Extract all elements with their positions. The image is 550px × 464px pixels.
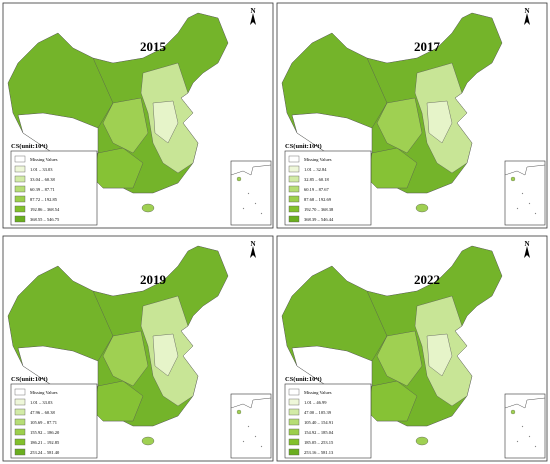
- legend-label: 1.01 – 46.99: [304, 400, 327, 405]
- legend-label: 1.01 – 32.84: [304, 167, 327, 172]
- legend-swatch: [14, 215, 26, 223]
- legend-swatch: [288, 438, 300, 446]
- map-panel: N 2019 CS(unit:10⁴t) Missing Values 1.01 – 3…: [2, 235, 274, 462]
- legend-label: Missing Values: [30, 157, 58, 162]
- legend-box: [284, 150, 372, 226]
- legend-swatch: [14, 438, 26, 446]
- legend-label: 1.01 – 33.03: [30, 400, 53, 405]
- legend-box: [10, 150, 98, 226]
- legend-swatch: [288, 215, 300, 223]
- legend-label: 33.04 – 60.38: [30, 177, 56, 182]
- map-panel: N 2022 CS(unit:10⁴t) Missing Values 1.01 – 4…: [276, 235, 548, 462]
- legend-label: Missing Values: [304, 157, 332, 162]
- legend-swatch: [14, 155, 26, 163]
- map-panel: N 2017 CS(unit:10⁴t) Missing Values 1.01 – 3…: [276, 2, 548, 229]
- legend-title: CS(unit:10⁴t): [285, 376, 322, 383]
- legend-label: 60.39 – 87.71: [30, 187, 55, 192]
- north-label: N: [524, 240, 529, 248]
- panel-frame: [2, 2, 274, 229]
- legend-swatch: [14, 448, 26, 456]
- legend-label: 253.24 – 581.40: [30, 450, 60, 455]
- legend-label: 192.86 – 368.54: [30, 207, 60, 212]
- north-label: N: [524, 7, 529, 15]
- legend-label: Missing Values: [304, 390, 332, 395]
- legend-swatch: [14, 205, 26, 213]
- legend-swatch: [14, 398, 26, 406]
- legend-title: CS(unit:10⁴t): [11, 143, 48, 150]
- legend-label: 154.92 – 185.04: [304, 430, 334, 435]
- legend-title: CS(unit:10⁴t): [11, 376, 48, 383]
- legend-swatch: [14, 428, 26, 436]
- legend-label: 253.16 – 581.13: [304, 450, 334, 455]
- legend-label: 368.55 – 546.75: [30, 217, 60, 222]
- year-label: 2017: [414, 39, 441, 54]
- year-label: 2022: [414, 272, 440, 287]
- legend-swatch: [288, 428, 300, 436]
- legend-label: Missing Values: [30, 390, 58, 395]
- legend-label: 192.70 – 368.38: [304, 207, 334, 212]
- panel-frame: [276, 2, 548, 229]
- panel-frame: [2, 235, 274, 462]
- legend-label: 87.68 – 192.69: [304, 197, 332, 202]
- legend-label: 368.39 – 546.44: [304, 217, 334, 222]
- legend-swatch: [14, 388, 26, 396]
- legend-swatch: [288, 388, 300, 396]
- legend-title: CS(unit:10⁴t): [285, 143, 322, 150]
- legend-swatch: [288, 418, 300, 426]
- legend-swatch: [288, 398, 300, 406]
- legend-label: 1.01 – 33.03: [30, 167, 53, 172]
- legend-label: 105.40 – 154.91: [304, 420, 333, 425]
- legend-box: [284, 383, 372, 459]
- legend-swatch: [14, 195, 26, 203]
- legend-swatch: [288, 185, 300, 193]
- legend-swatch: [14, 165, 26, 173]
- legend-label: 185.05 – 253.15: [304, 440, 334, 445]
- legend-swatch: [288, 165, 300, 173]
- legend-swatch: [14, 185, 26, 193]
- legend-swatch: [288, 175, 300, 183]
- legend-swatch: [14, 408, 26, 416]
- legend-swatch: [288, 205, 300, 213]
- legend-swatch: [288, 408, 300, 416]
- legend-label: 105.69 – 87.71: [30, 420, 57, 425]
- legend-label: 32.85 – 60.18: [304, 177, 330, 182]
- north-label: N: [250, 7, 255, 15]
- legend-swatch: [14, 175, 26, 183]
- legend-swatch: [14, 418, 26, 426]
- legend-label: 87.72 – 192.85: [30, 197, 58, 202]
- year-label: 2015: [140, 39, 167, 54]
- panel-frame: [276, 235, 548, 462]
- legend-swatch: [288, 155, 300, 163]
- legend-box: [10, 383, 98, 459]
- legend-label: 155.92 – 186.20: [30, 430, 60, 435]
- legend-label: 186.21 – 192.85: [30, 440, 60, 445]
- legend-swatch: [288, 195, 300, 203]
- legend-label: 47.00 – 105.39: [304, 410, 332, 415]
- legend-label: 47.96 – 60.38: [30, 410, 56, 415]
- map-panel: N 2015 CS(unit:10⁴t) Missing Values 1.01 – 3…: [2, 2, 274, 229]
- legend-swatch: [288, 448, 300, 456]
- year-label: 2019: [140, 272, 167, 287]
- north-label: N: [250, 240, 255, 248]
- legend-label: 60.19 – 87.67: [304, 187, 330, 192]
